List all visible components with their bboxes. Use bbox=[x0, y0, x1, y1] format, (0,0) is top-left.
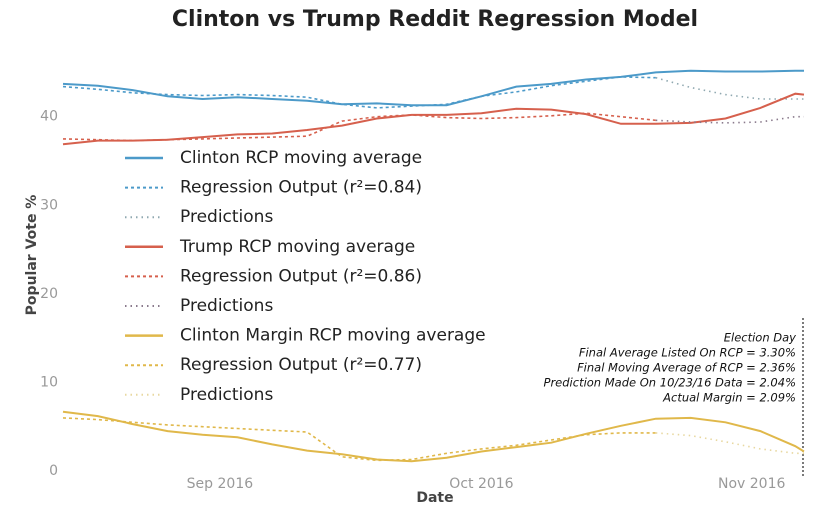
x-tick-label: Oct 2016 bbox=[449, 476, 513, 492]
y-tick-label: 30 bbox=[40, 197, 58, 213]
annotation: Prediction Made On 10/23/16 Data = 2.04% bbox=[544, 376, 796, 390]
y-tick-label: 0 bbox=[49, 463, 58, 479]
series-line bbox=[62, 69, 804, 107]
legend-label: Predictions bbox=[180, 296, 273, 316]
annotation: Election Day bbox=[724, 331, 796, 345]
series-line bbox=[62, 92, 805, 146]
x-axis-label: Date bbox=[416, 490, 453, 506]
series-line bbox=[62, 410, 805, 463]
legend-label: Regression Output (r²=0.86) bbox=[180, 266, 422, 286]
y-tick-label: 20 bbox=[40, 286, 58, 302]
legend-label: Clinton Margin RCP moving average bbox=[180, 326, 486, 346]
legend-label: Predictions bbox=[180, 207, 273, 227]
series-line bbox=[655, 432, 804, 455]
annotation: Actual Margin = 2.09% bbox=[662, 391, 796, 405]
series-line bbox=[655, 76, 804, 100]
annotation: Final Moving Average of RCP = 2.36% bbox=[577, 361, 796, 375]
legend-label: Trump RCP moving average bbox=[179, 237, 415, 257]
y-tick-label: 40 bbox=[40, 109, 58, 125]
legend-label: Predictions bbox=[180, 385, 273, 405]
annotation: Final Average Listed On RCP = 3.30% bbox=[579, 346, 796, 360]
legend-label: Regression Output (r²=0.77) bbox=[180, 355, 422, 375]
y-tick-label: 10 bbox=[40, 374, 58, 390]
series-line bbox=[62, 112, 656, 142]
x-tick-label: Nov 2016 bbox=[718, 476, 785, 492]
x-tick-label: Sep 2016 bbox=[187, 476, 254, 492]
series-line bbox=[62, 417, 656, 462]
legend-label: Regression Output (r²=0.84) bbox=[180, 178, 422, 198]
chart-title: Clinton vs Trump Reddit Regression Model bbox=[172, 7, 698, 32]
y-axis-label: Popular Vote % bbox=[24, 195, 40, 316]
legend-label: Clinton RCP moving average bbox=[180, 148, 422, 168]
